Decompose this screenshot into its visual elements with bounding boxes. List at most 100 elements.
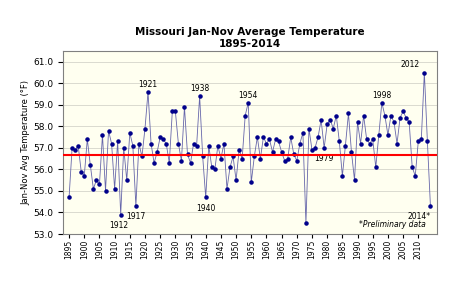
Point xyxy=(293,158,301,163)
Point xyxy=(269,150,276,154)
Point xyxy=(172,109,179,114)
Point xyxy=(424,139,431,144)
Point xyxy=(245,100,252,105)
Point xyxy=(114,139,121,144)
Text: 1921: 1921 xyxy=(139,80,158,89)
Point xyxy=(415,139,422,144)
Point xyxy=(363,137,370,142)
Point xyxy=(111,186,118,191)
Point xyxy=(72,148,79,152)
Point xyxy=(339,173,346,178)
Point xyxy=(342,143,349,148)
Point xyxy=(205,143,212,148)
Point xyxy=(391,120,398,124)
Point xyxy=(287,135,294,140)
Point xyxy=(372,165,379,170)
Point xyxy=(178,158,185,163)
Point xyxy=(93,178,100,183)
Point xyxy=(412,173,419,178)
Point xyxy=(384,133,392,137)
Point xyxy=(160,137,167,142)
Point xyxy=(302,221,310,226)
Y-axis label: Jan-Nov Avg Temperature (°F): Jan-Nov Avg Temperature (°F) xyxy=(22,80,31,205)
Point xyxy=(141,126,149,131)
Point xyxy=(421,70,428,75)
Point xyxy=(260,135,267,140)
Point xyxy=(318,118,325,122)
Point xyxy=(120,146,127,150)
Point xyxy=(175,141,182,146)
Point xyxy=(290,152,297,157)
Point xyxy=(272,137,279,142)
Text: 1954: 1954 xyxy=(238,91,258,100)
Point xyxy=(65,195,72,200)
Point xyxy=(299,130,306,135)
Point xyxy=(345,111,352,116)
Point xyxy=(132,204,140,208)
Point xyxy=(187,160,194,165)
Point xyxy=(296,141,303,146)
Point xyxy=(117,212,124,217)
Point xyxy=(354,120,361,124)
Point xyxy=(226,165,234,170)
Point xyxy=(306,126,313,131)
Point xyxy=(393,141,400,146)
Point xyxy=(405,120,413,124)
Point xyxy=(211,167,218,172)
Point xyxy=(281,158,288,163)
Point xyxy=(223,186,230,191)
Point xyxy=(75,143,82,148)
Point xyxy=(220,141,228,146)
Point xyxy=(366,141,373,146)
Point xyxy=(77,169,85,174)
Point xyxy=(193,143,200,148)
Point xyxy=(357,141,364,146)
Point xyxy=(138,154,145,159)
Point xyxy=(251,154,258,159)
Text: *Preliminary data: *Preliminary data xyxy=(359,220,426,229)
Point xyxy=(427,204,434,208)
Point xyxy=(360,113,367,118)
Point xyxy=(381,113,388,118)
Point xyxy=(235,148,243,152)
Point xyxy=(166,160,173,165)
Point xyxy=(150,160,158,165)
Text: 1979: 1979 xyxy=(315,154,334,163)
Point xyxy=(148,141,155,146)
Point xyxy=(351,178,358,183)
Point xyxy=(333,113,340,118)
Title: Missouri Jan-Nov Average Temperature
1895-2014: Missouri Jan-Nov Average Temperature 189… xyxy=(135,27,364,49)
Point xyxy=(378,100,386,105)
Point xyxy=(108,141,115,146)
Point xyxy=(196,94,203,99)
Point xyxy=(214,143,221,148)
Text: 1912: 1912 xyxy=(110,221,129,230)
Point xyxy=(99,133,106,137)
Point xyxy=(96,182,103,187)
Point xyxy=(208,165,216,170)
Text: 1938: 1938 xyxy=(190,84,209,93)
Point xyxy=(135,141,143,146)
Point xyxy=(68,146,76,150)
Point xyxy=(400,109,407,114)
Point xyxy=(257,156,264,161)
Point xyxy=(418,137,425,142)
Text: 1998: 1998 xyxy=(372,91,392,100)
Point xyxy=(202,195,209,200)
Point xyxy=(248,180,255,185)
Point xyxy=(263,141,270,146)
Point xyxy=(157,135,164,140)
Point xyxy=(230,154,237,159)
Point xyxy=(184,152,191,157)
Point xyxy=(169,109,176,114)
Point xyxy=(242,113,249,118)
Point xyxy=(330,126,337,131)
Point xyxy=(129,143,136,148)
Point xyxy=(336,139,343,144)
Point xyxy=(199,154,206,159)
Point xyxy=(81,173,88,178)
Point xyxy=(84,137,91,142)
Point xyxy=(254,135,261,140)
Point xyxy=(387,113,395,118)
Point xyxy=(144,89,152,94)
